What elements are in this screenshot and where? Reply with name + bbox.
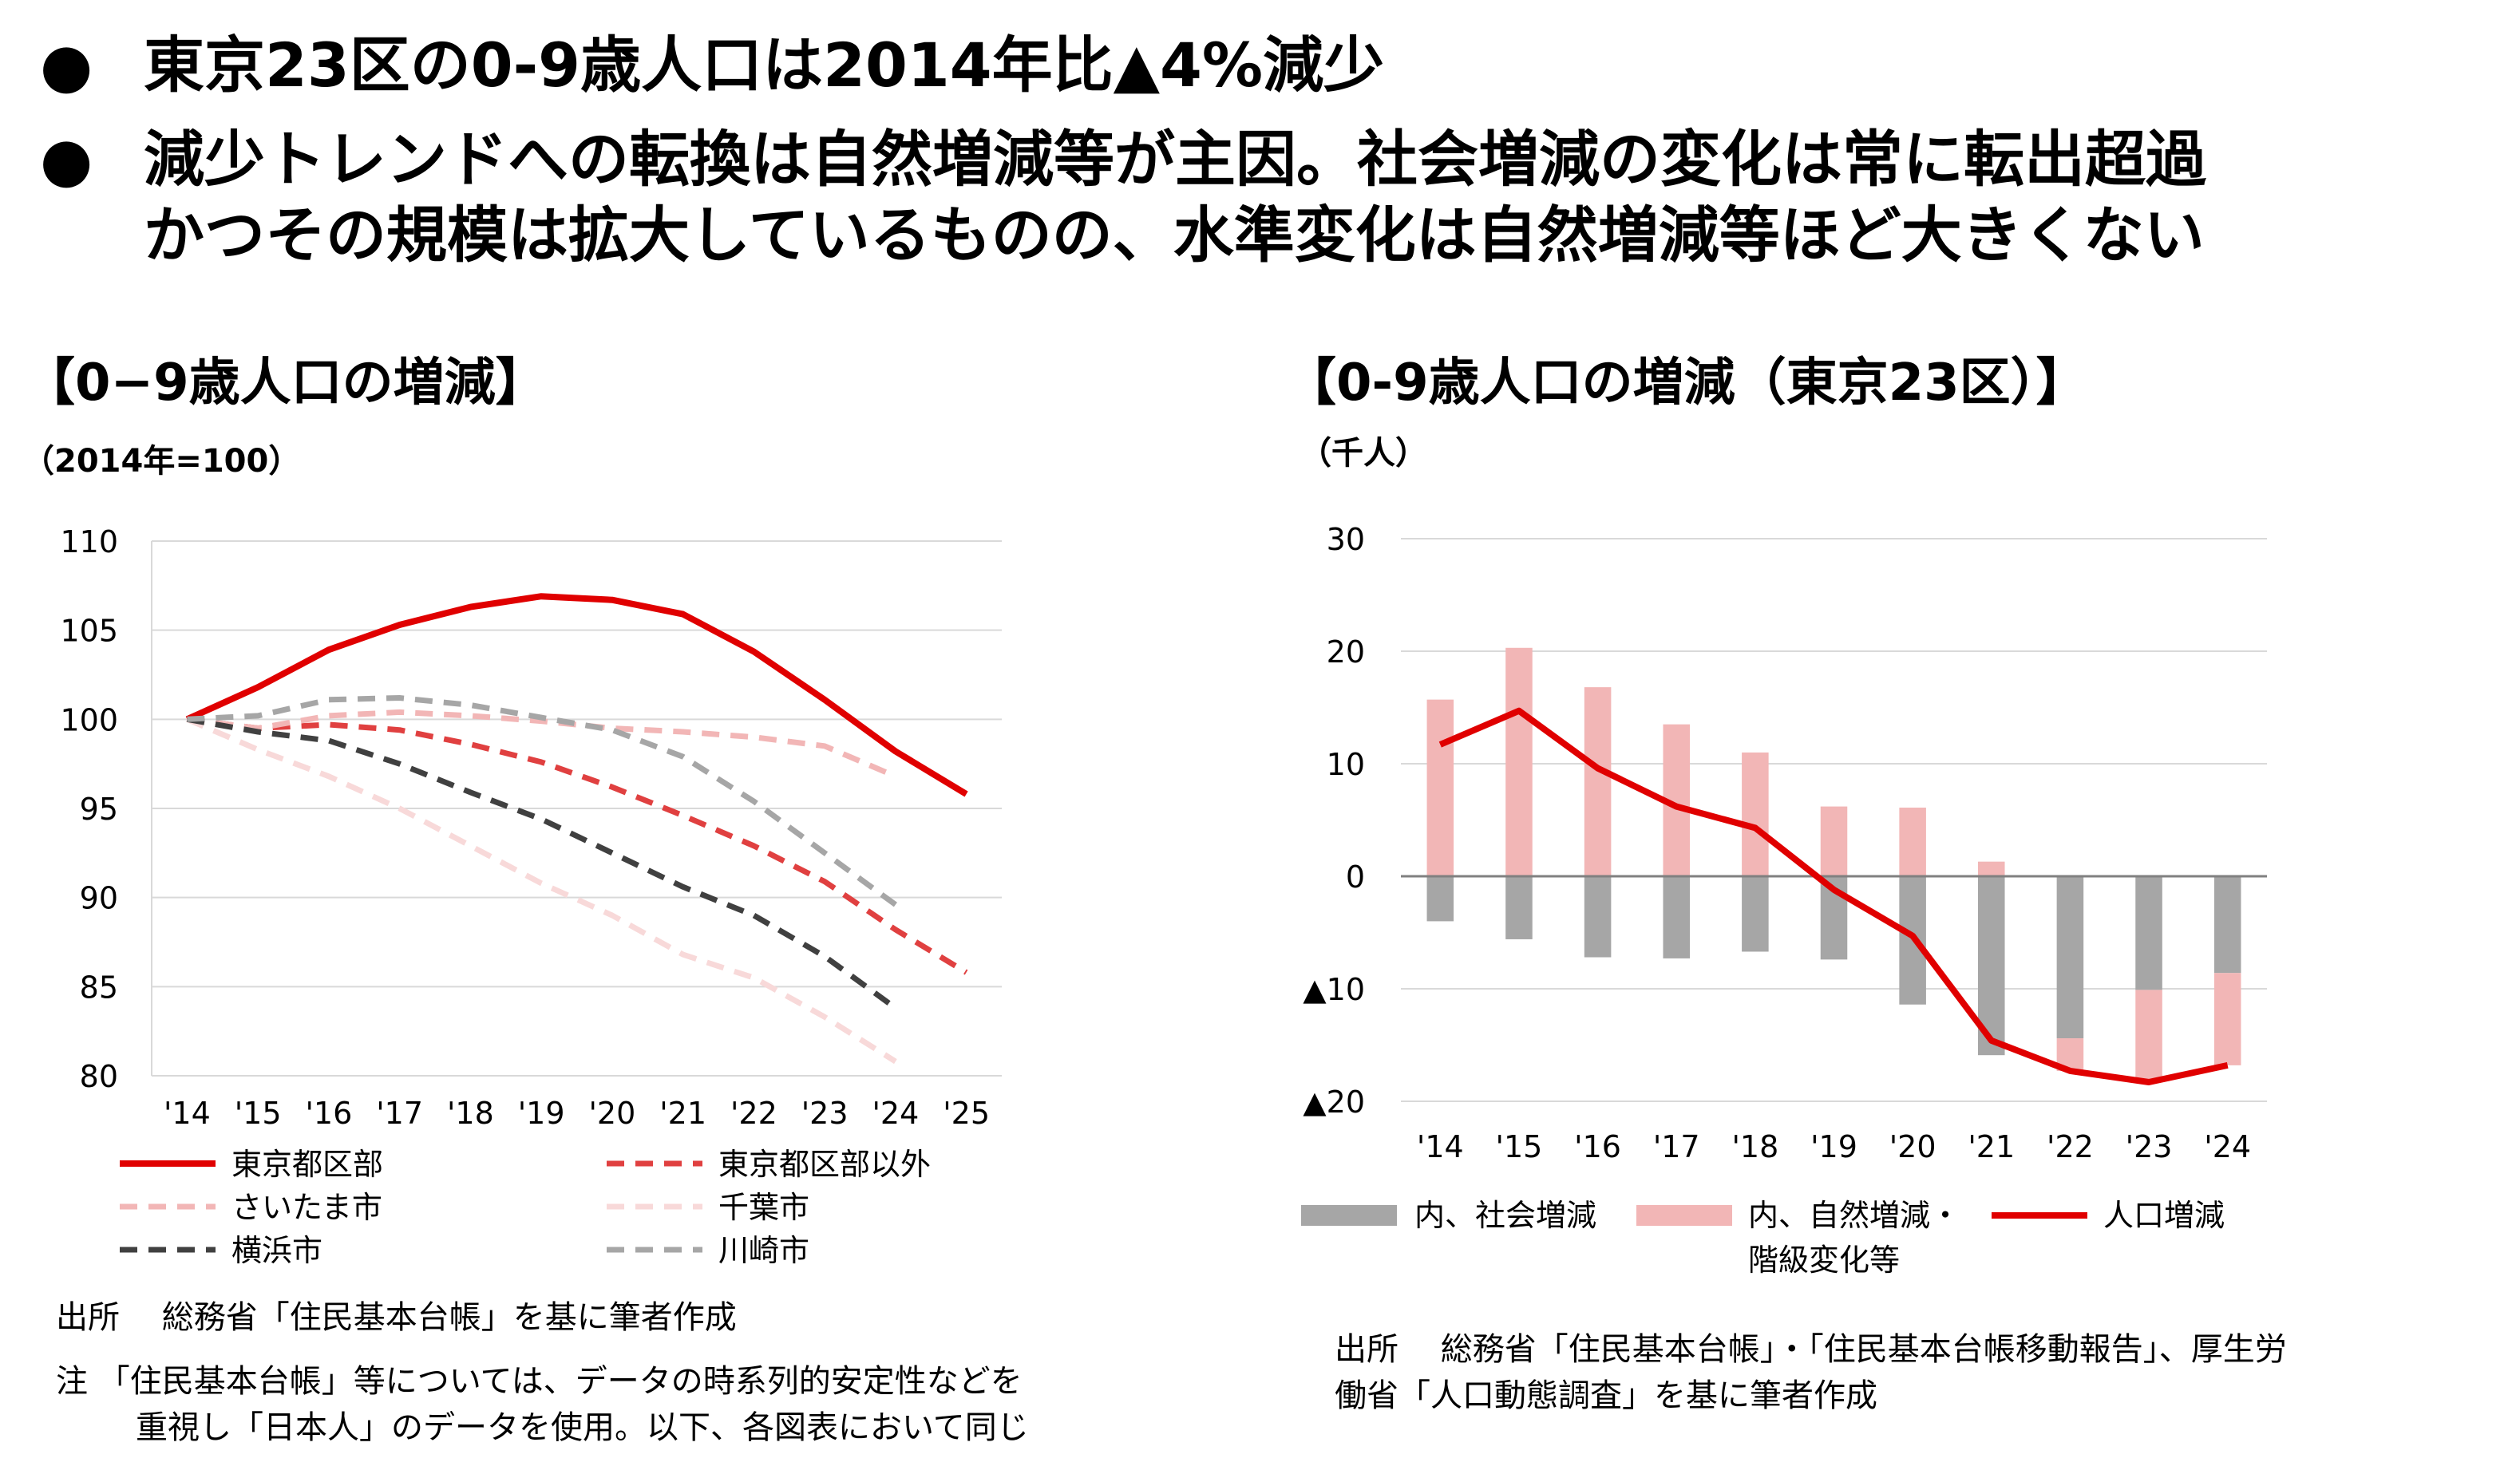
bar-social	[1663, 876, 1690, 958]
x-tick-label: '15	[235, 1096, 282, 1131]
bar-social	[2213, 876, 2241, 974]
legend-swatch-natural	[1636, 1205, 1732, 1226]
x-tick-label: '17	[376, 1096, 423, 1131]
x-tick-label: '17	[1653, 1129, 1700, 1164]
bar-social	[2056, 876, 2084, 1039]
legend-label: 東京都区部	[231, 1147, 383, 1182]
bar-natural	[1505, 647, 1533, 876]
x-tick-label: '25	[943, 1096, 990, 1131]
bar-natural	[1820, 806, 1848, 876]
left-chart-note-2: 重視し「日本人」のデータを使用。以下、各図表において同じ	[136, 1409, 1029, 1446]
legend-swatch-social	[1301, 1205, 1397, 1226]
bar-social	[1426, 876, 1454, 922]
bullet-dot: ●	[40, 30, 93, 101]
x-tick-label: '16	[1574, 1129, 1621, 1164]
x-tick-label: '18	[1731, 1129, 1778, 1164]
y-tick-label: 110	[60, 524, 118, 559]
series-line	[185, 593, 968, 797]
bar-natural	[1742, 752, 1769, 876]
x-tick-label: '15	[1496, 1129, 1543, 1164]
left-chart-heading: 【0−9歳人口の増減】	[24, 354, 547, 413]
right-bar-chart: 30 20 10 0 ▲10 ▲20 '14 '15 '16 '17 '18 '19 '20 '21 '22…	[1301, 522, 2267, 1278]
bullet-dot: ●	[40, 124, 93, 195]
legend-label: 横浜市	[231, 1233, 322, 1268]
bullet-1-text: 東京23区の0-9歳人口は2014年比▲4%減少	[144, 30, 1385, 101]
bar-natural	[1899, 807, 1926, 876]
right-chart-heading: 【0-9歳人口の増減（東京23区）】	[1285, 354, 2087, 413]
bar-natural	[2135, 990, 2162, 1083]
y-tick-label: 80	[80, 1059, 118, 1094]
x-tick-label: '18	[447, 1096, 494, 1131]
bullet-2-text-line1: 減少トレンドへの転換は自然増減等が主因。社会増減の変化は常に転出超過	[144, 124, 2206, 195]
bar-social	[1584, 876, 1612, 958]
x-tick-label: '23	[801, 1096, 849, 1131]
y-tick-label: 100	[60, 702, 118, 737]
series-line	[186, 717, 897, 1065]
x-tick-label: '21	[1968, 1129, 2015, 1164]
x-tick-label: '22	[730, 1096, 777, 1131]
bullet-2-text-line2: かつその規模は拡大しているものの、水準変化は自然増減等ほど大きくない	[144, 200, 2205, 271]
legend-label: 千葉市	[718, 1190, 809, 1225]
legend-label: 東京都区部以外	[718, 1147, 931, 1182]
legend-label-natural-1: 内、自然増減・	[1748, 1198, 1960, 1233]
series-line	[186, 716, 968, 975]
right-chart-source-2: 働省「人口動態調査」を基に筆者作成	[1335, 1377, 1877, 1414]
left-chart-source: 出所 総務省「住民基本台帳」を基に筆者作成	[56, 1299, 737, 1336]
y-tick-label: 90	[80, 881, 118, 916]
y-tick-label: 0	[1346, 859, 1365, 895]
bar-natural	[1584, 687, 1612, 876]
legend-label-social: 内、社会増減	[1414, 1198, 1596, 1233]
left-line-chart: 80 85 90 95 100 105 110 '14 '15 '16 '17 '18 '19 '20 '2…	[60, 524, 1002, 1268]
series-line	[186, 716, 897, 1010]
x-tick-label: '23	[2126, 1129, 2173, 1164]
x-tick-label: '20	[588, 1096, 635, 1131]
y-tick-label: ▲10	[1303, 972, 1365, 1007]
y-tick-label: 30	[1327, 522, 1365, 557]
x-tick-label: '21	[659, 1096, 706, 1131]
x-tick-label: '16	[305, 1096, 352, 1131]
x-tick-label: '20	[1889, 1129, 1936, 1164]
bar-social	[2135, 876, 2162, 990]
x-tick-label: '24	[872, 1096, 919, 1131]
bar-natural	[2213, 973, 2241, 1065]
bar-natural	[1426, 699, 1454, 876]
left-chart-note-1: 注 「住民基本台帳」等については、データの時系列的安定性などを	[56, 1363, 1023, 1400]
y-tick-label: ▲20	[1303, 1085, 1365, 1120]
legend-label-total: 人口増減	[2103, 1198, 2225, 1233]
series-line-total	[1438, 707, 2229, 1085]
bar-social	[1505, 876, 1533, 939]
x-tick-label: '24	[2204, 1129, 2251, 1164]
x-tick-label: '22	[2047, 1129, 2094, 1164]
legend-label-natural-2: 階級変化等	[1748, 1243, 1900, 1278]
x-tick-label: '19	[1810, 1129, 1857, 1164]
y-tick-label: 10	[1327, 747, 1365, 782]
bar-social	[1742, 876, 1769, 952]
legend-label: 川崎市	[718, 1233, 809, 1268]
x-tick-label: '14	[164, 1096, 211, 1131]
y-tick-label: 85	[80, 970, 118, 1005]
bar-natural	[1978, 861, 2005, 876]
y-tick-label: 20	[1327, 634, 1365, 670]
series-line	[187, 695, 897, 907]
right-chart-source-1: 出所 総務省「住民基本台帳」・「住民基本台帳移動報告」、厚生労	[1335, 1331, 2287, 1368]
legend-label: さいたま市	[231, 1190, 382, 1225]
right-chart-unit: （千人）	[1300, 435, 1427, 472]
x-tick-label: '19	[518, 1096, 565, 1131]
x-tick-label: '14	[1417, 1129, 1464, 1164]
left-chart-unit: （2014年=100）	[22, 443, 301, 480]
series-line	[186, 709, 897, 780]
y-tick-label: 95	[80, 792, 118, 827]
y-tick-label: 105	[60, 614, 118, 649]
